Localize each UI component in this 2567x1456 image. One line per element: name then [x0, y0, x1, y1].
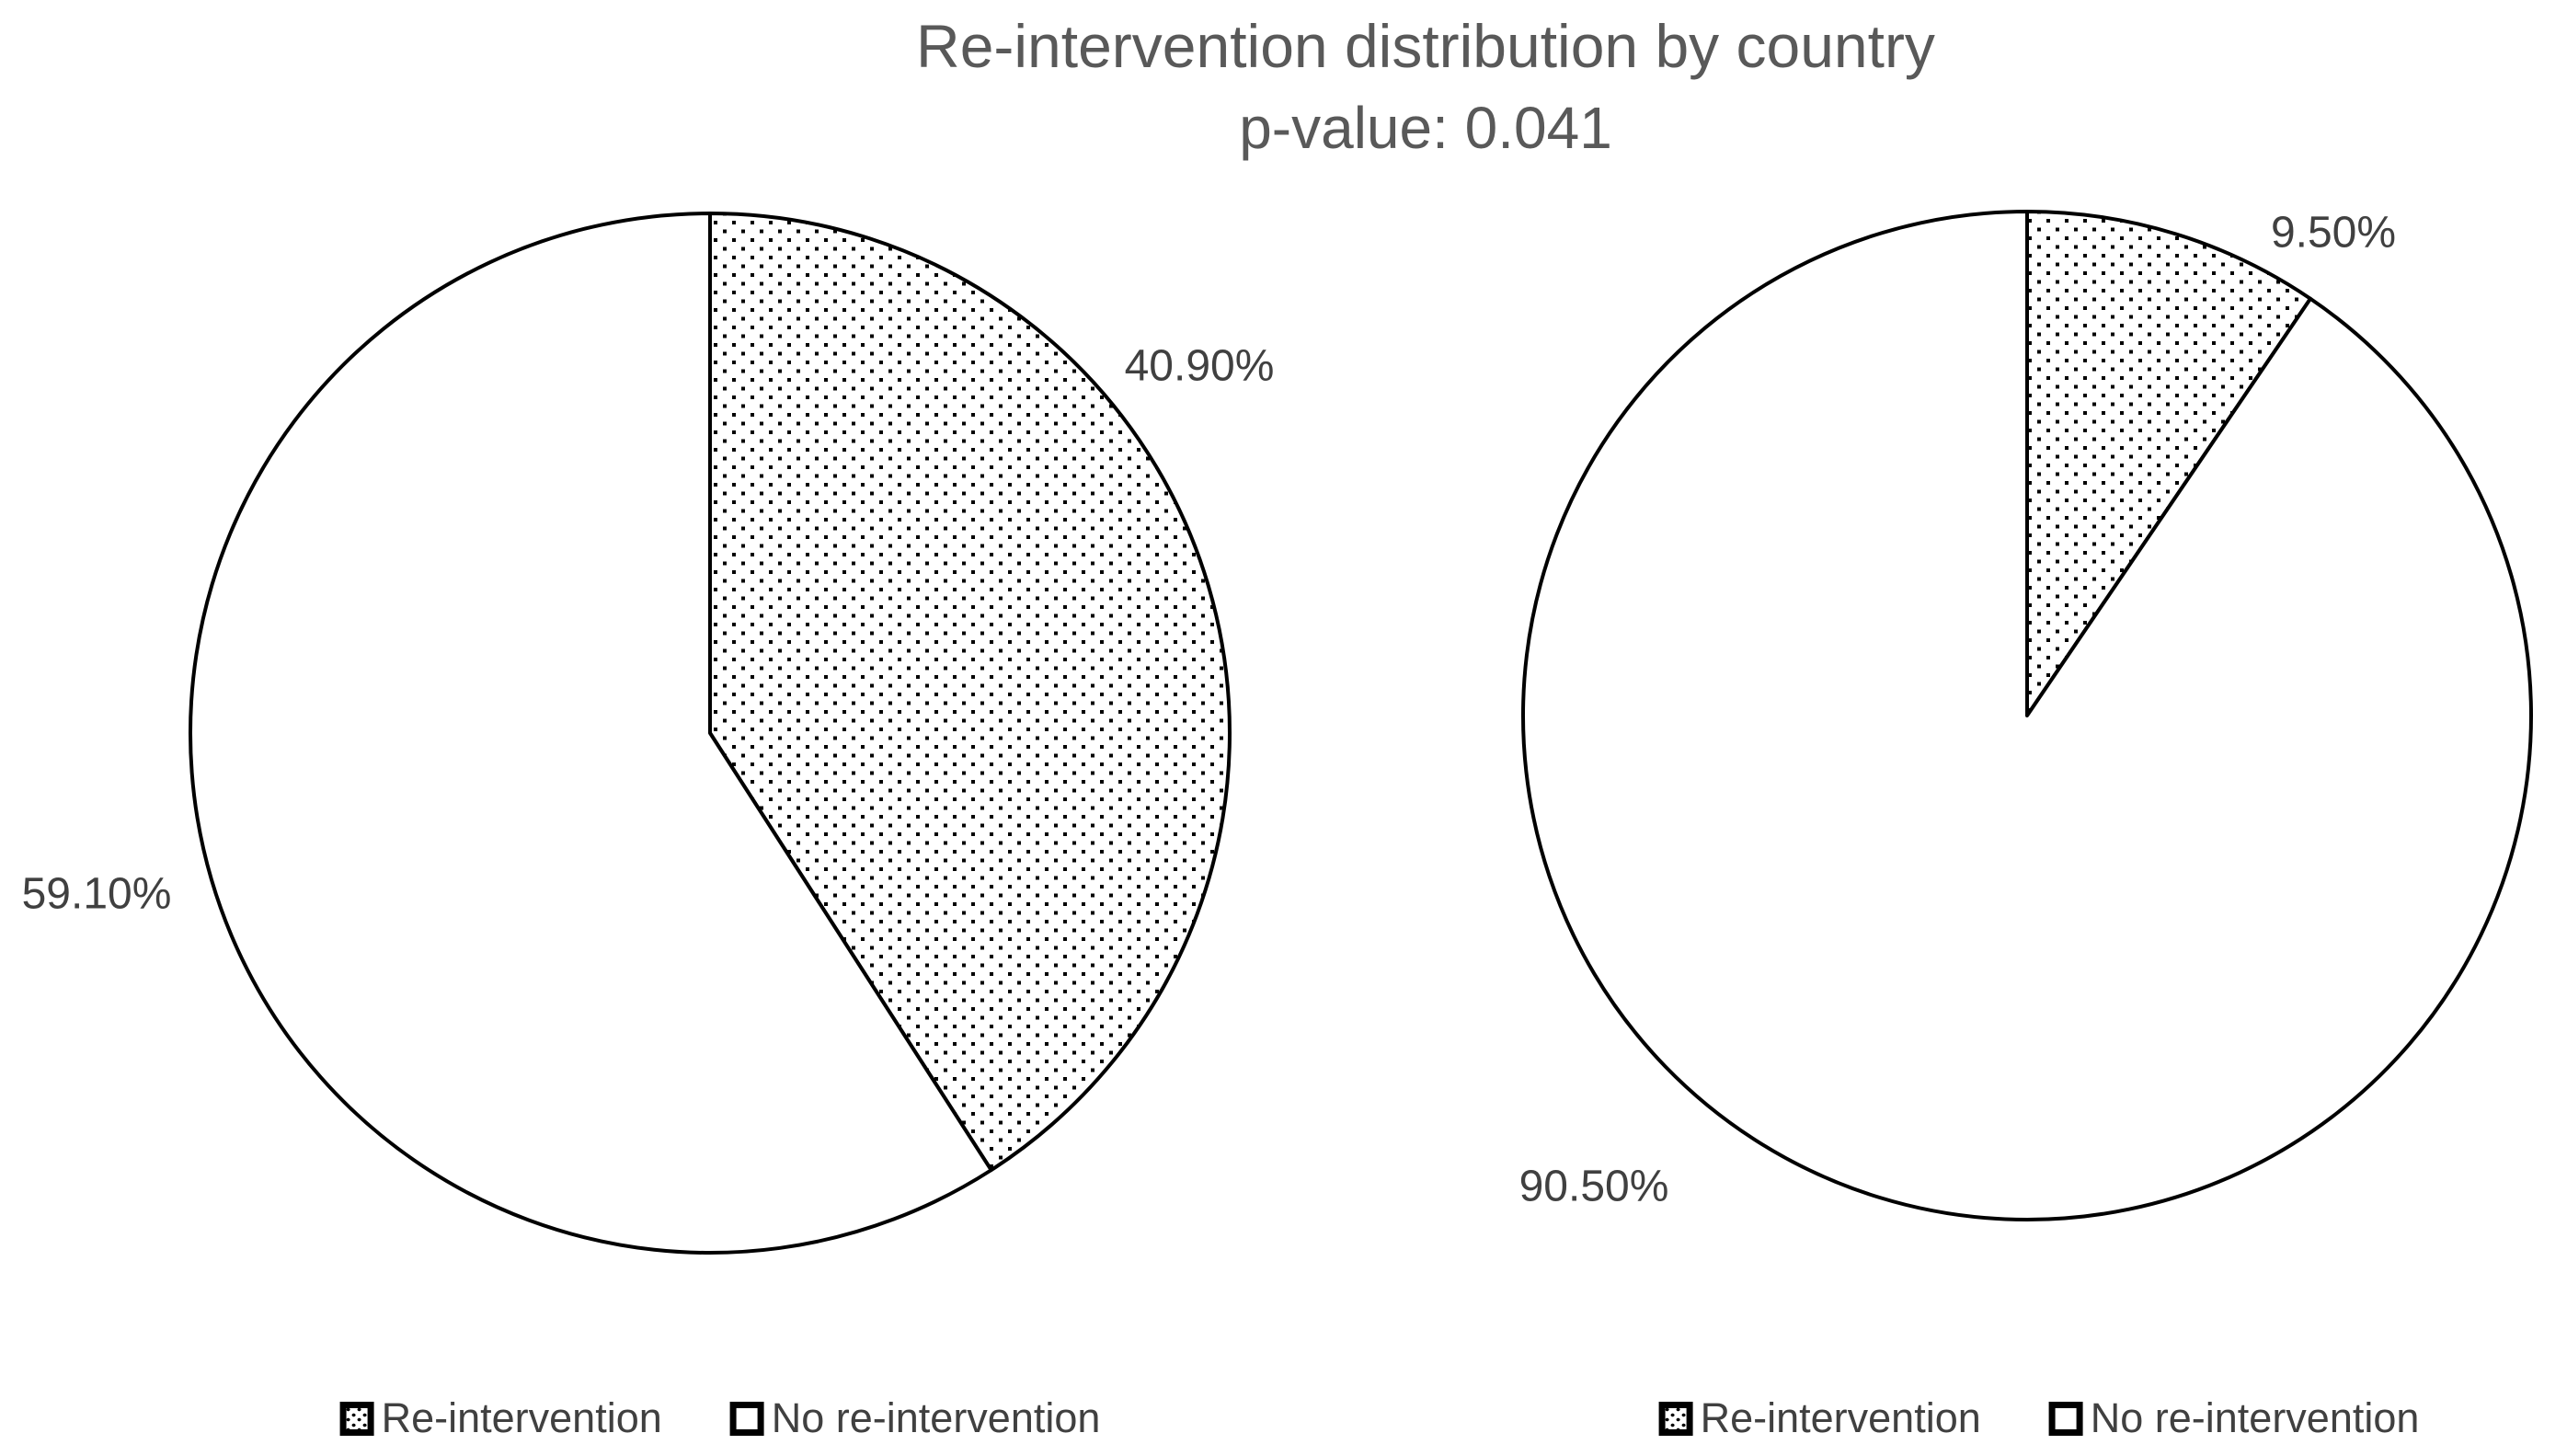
legend-swatch-dotted-icon	[1658, 1401, 1693, 1436]
pie-chart-right	[1521, 210, 2533, 1221]
data-label-left-no-reintervention: 59.10%	[21, 869, 172, 919]
pie-chart-left	[188, 212, 1232, 1255]
legend-left: Re-intervention No re-intervention	[339, 1394, 1101, 1442]
data-label-right-reintervention: 9.50%	[2270, 208, 2397, 258]
pie-slice-left-no-re-intervention	[188, 212, 993, 1255]
title-block: Re-intervention distribution by country …	[284, 12, 2567, 161]
legend-label: Re-intervention	[1700, 1394, 1981, 1441]
data-label-right-no-reintervention: 90.50%	[1518, 1162, 1669, 1211]
legend-item-no-reintervention: No re-intervention	[729, 1394, 1101, 1442]
legend-item-reintervention: Re-intervention	[339, 1394, 662, 1442]
pie-slice-left-re-intervention	[708, 212, 1232, 1173]
chart-subtitle-pvalue: p-value: 0.041	[1239, 94, 1612, 161]
legend-label: Re-intervention	[381, 1394, 662, 1441]
pie-slice-right-re-intervention	[2025, 210, 2313, 717]
legend-right: Re-intervention No re-intervention	[1658, 1394, 2420, 1442]
legend-swatch-white-icon	[729, 1401, 764, 1436]
legend-label: No re-intervention	[771, 1394, 1101, 1441]
legend-swatch-white-icon	[2048, 1401, 2083, 1436]
legend-label: No re-intervention	[2090, 1394, 2420, 1441]
legend-swatch-dotted-icon	[339, 1401, 374, 1436]
legend-item-no-reintervention: No re-intervention	[2048, 1394, 2420, 1442]
data-label-left-reintervention: 40.90%	[1124, 341, 1275, 391]
pie-slice-right-no-re-intervention	[1521, 210, 2533, 1221]
legend-item-reintervention: Re-intervention	[1658, 1394, 1981, 1442]
chart-title: Re-intervention distribution by country	[916, 12, 1935, 80]
